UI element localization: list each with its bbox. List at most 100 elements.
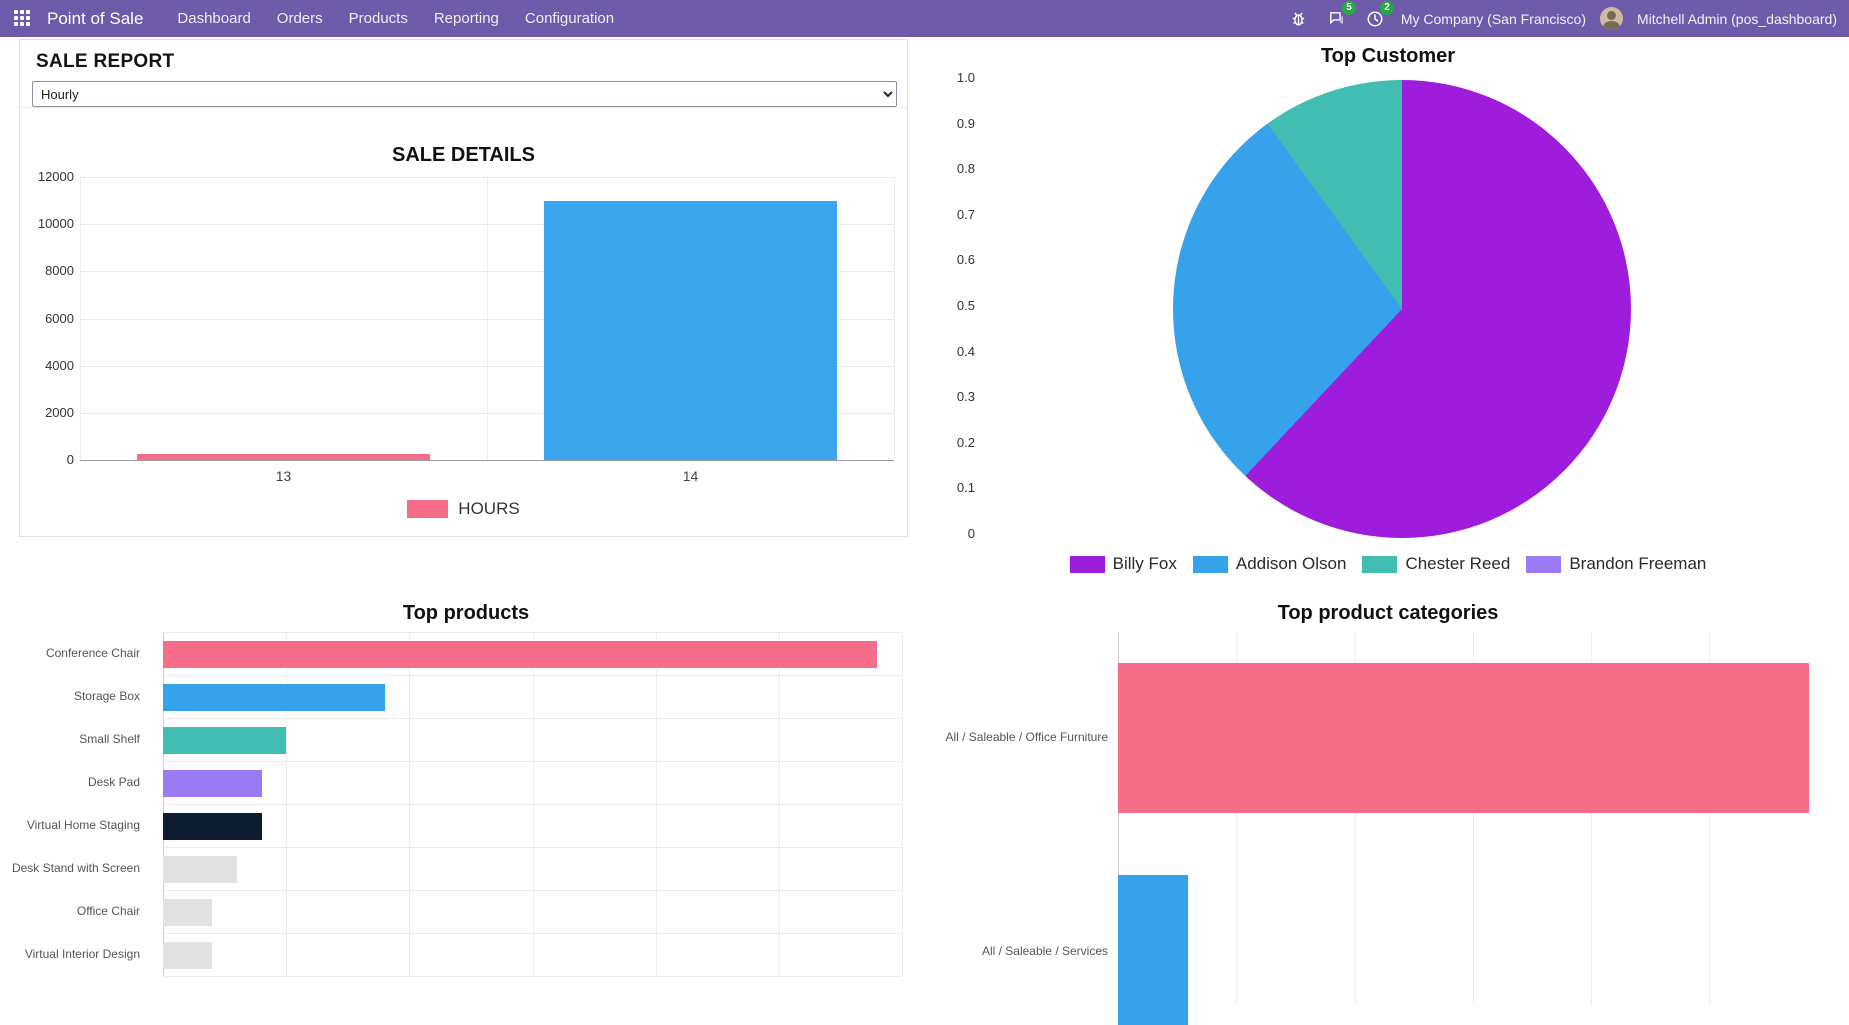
- avatar-shoulders: [1603, 21, 1620, 30]
- legend-swatch: [1192, 555, 1228, 573]
- row-label: All / Saleable / Services: [981, 944, 1108, 958]
- y-tick-label: 6000: [45, 310, 74, 326]
- bar-7[interactable]: [163, 899, 213, 926]
- top-customer-legend: Billy Fox Addison Olson Chester Reed Brando…: [960, 554, 1816, 574]
- messages-button[interactable]: 5: [1325, 0, 1356, 30]
- bug-icon: [1293, 12, 1305, 26]
- legend-item-3[interactable]: Chester Reed: [1362, 554, 1510, 574]
- chart-row: [163, 848, 902, 891]
- bar-2[interactable]: [1118, 875, 1188, 1025]
- chart-row: [163, 676, 902, 719]
- sale-legend[interactable]: HOURS: [20, 499, 907, 519]
- pie-axis-tick: 0.9: [956, 115, 975, 131]
- menu-item-configuration[interactable]: Configuration: [524, 10, 615, 27]
- user-menu[interactable]: Mitchell Admin (pos_dashboard): [1637, 10, 1837, 27]
- row-label: Small Shelf: [79, 732, 140, 746]
- row-label: Office Chair: [76, 904, 140, 918]
- sale-details-chart-title: SALE DETAILS: [392, 144, 535, 166]
- chat-bubble-icon: [1330, 12, 1344, 25]
- legend-item-4[interactable]: Brandon Freeman: [1526, 554, 1706, 574]
- legend-label: Billy Fox: [1112, 554, 1177, 573]
- legend-item-2[interactable]: Addison Olson: [1192, 554, 1347, 574]
- top-navbar: Point of Sale Dashboard Orders Products Rep…: [0, 0, 1849, 37]
- bar-4[interactable]: [163, 770, 262, 797]
- bar-6[interactable]: [163, 856, 237, 883]
- apps-menu-icon[interactable]: [14, 10, 31, 27]
- bar-8[interactable]: [163, 942, 213, 969]
- main-menu: Dashboard Orders Products Reporting Configur…: [165, 2, 626, 35]
- y-tick-label: 8000: [45, 263, 74, 279]
- avatar-head: [1607, 11, 1616, 20]
- pie-axis-tick: 0.8: [956, 161, 975, 177]
- y-tick-label: 0: [66, 452, 74, 467]
- sale-y-axis: 0 2000 4000 6000 8000 10000 12000: [20, 169, 74, 467]
- messages-badge: 5: [1342, 0, 1356, 15]
- activities-button[interactable]: 2: [1363, 0, 1394, 30]
- sale-report-title: SALE REPORT: [36, 51, 175, 72]
- menu-item-dashboard[interactable]: Dashboard: [177, 10, 251, 27]
- bar-1[interactable]: [163, 641, 878, 668]
- bar-14[interactable]: [543, 200, 837, 460]
- legend-item-1[interactable]: Billy Fox: [1069, 554, 1177, 574]
- pie-axis-tick: 0.7: [956, 206, 975, 222]
- legend-label-hours: HOURS: [458, 499, 520, 518]
- gridline: [1236, 632, 1237, 1005]
- chart-row: [163, 891, 902, 934]
- bar-13[interactable]: [136, 454, 430, 460]
- legend-label: Brandon Freeman: [1569, 554, 1707, 573]
- bar-3[interactable]: [163, 727, 287, 754]
- row-label: Storage Box: [73, 689, 140, 703]
- top-product-categories-labels: All / Saleable / Office Furniture All / S…: [890, 632, 1108, 1005]
- gridline: [1473, 632, 1474, 1005]
- pie-axis-tick: 1.0: [956, 70, 975, 85]
- sale-details-chart: SALE DETAILS 0 2000 4000 6000 8000 10000 12000…: [20, 107, 907, 536]
- pie-axis-tick: 0.6: [956, 252, 975, 268]
- legend-swatch: [1526, 555, 1562, 573]
- menu-item-products[interactable]: Products: [348, 10, 408, 27]
- user-avatar[interactable]: [1600, 7, 1623, 30]
- activities-badge: 2: [1380, 0, 1394, 15]
- gridline: [80, 177, 81, 460]
- legend-swatch: [1069, 555, 1105, 573]
- bar-1[interactable]: [1118, 663, 1810, 813]
- gridline: [1118, 632, 1119, 1005]
- legend-label: Addison Olson: [1235, 554, 1347, 573]
- gridline: [894, 177, 895, 460]
- company-switcher[interactable]: My Company (San Francisco): [1400, 10, 1586, 27]
- pie-axis-tick: 0.2: [956, 434, 975, 450]
- navbar-right: 5 2 My Company (San Francisco) Mitchell …: [1287, 0, 1837, 30]
- chart-row: [163, 719, 902, 762]
- pie-axis-tick: 0.1: [956, 480, 975, 496]
- top-customer-pie[interactable]: [1173, 80, 1631, 538]
- gridline: [487, 177, 488, 460]
- chart-row: [163, 805, 902, 848]
- row-label: Conference Chair: [45, 646, 140, 660]
- app-name[interactable]: Point of Sale: [47, 8, 144, 28]
- y-tick-label: 4000: [45, 357, 74, 373]
- debug-bug-icon[interactable]: [1287, 8, 1311, 30]
- menu-item-reporting[interactable]: Reporting: [433, 10, 499, 27]
- row-label: Desk Pad: [87, 775, 140, 789]
- gridline: [902, 633, 903, 976]
- pie-axis-tick: 0.4: [956, 343, 975, 359]
- bar-5[interactable]: [163, 813, 262, 840]
- x-tick-label: 14: [682, 468, 699, 484]
- y-tick-label: 12000: [37, 169, 74, 184]
- top-customer-title: Top Customer: [1320, 45, 1456, 67]
- top-product-categories-plot: [1118, 632, 1816, 1025]
- pie-axis-tick: 0.5: [956, 298, 975, 313]
- gridline: [80, 460, 894, 461]
- top-product-categories-title: Top product categories: [1277, 602, 1499, 624]
- pie-axis-ticks: 1.0 0.9 0.8 0.7 0.6 0.5 0.4 0.3 0.2 0.1 0: [905, 37, 975, 557]
- y-tick-label: 10000: [37, 216, 74, 232]
- menu-item-orders[interactable]: Orders: [276, 10, 323, 27]
- legend-swatch: [1362, 555, 1398, 573]
- row-label: Desk Stand with Screen: [11, 861, 140, 875]
- y-tick-label: 2000: [45, 404, 74, 420]
- interval-select[interactable]: Hourly: [32, 81, 897, 107]
- bar-2[interactable]: [163, 684, 385, 711]
- legend-swatch-hours: [407, 500, 449, 518]
- gridline: [1591, 632, 1592, 1005]
- legend-label: Chester Reed: [1405, 554, 1511, 573]
- x-tick-label: 13: [275, 468, 292, 484]
